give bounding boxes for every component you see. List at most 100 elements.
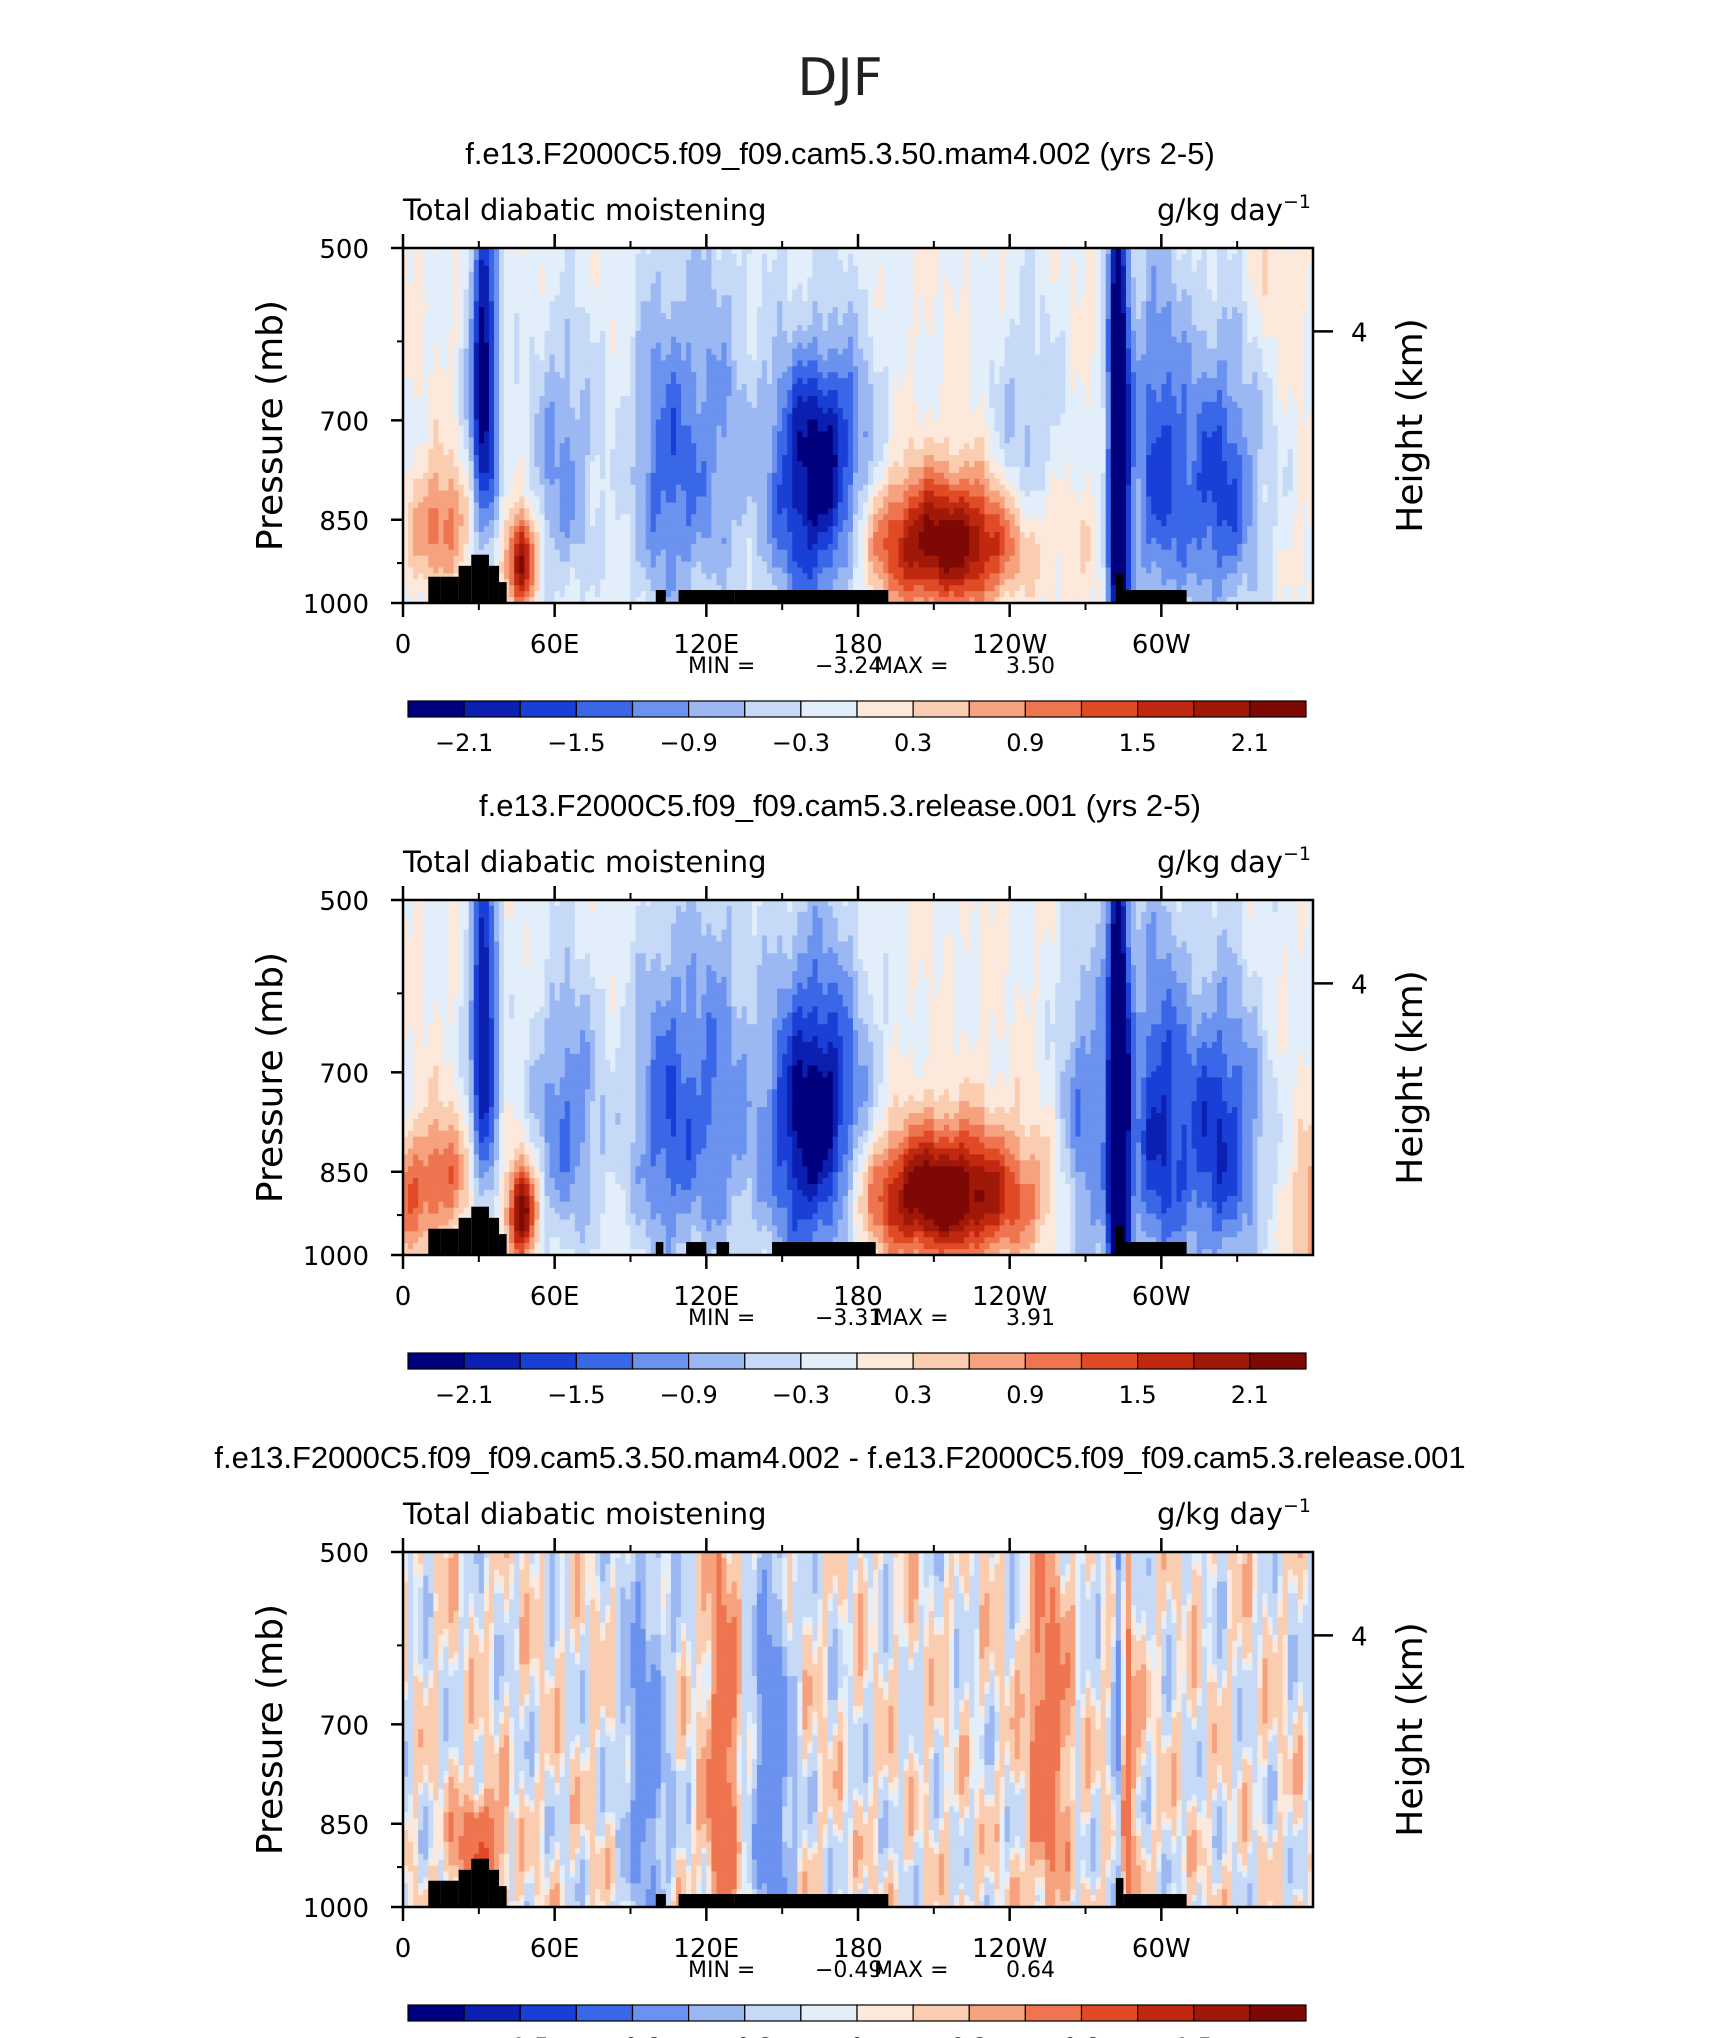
heatmap-cell — [898, 337, 904, 344]
heatmap-cell — [646, 396, 652, 403]
heatmap-cell — [565, 254, 571, 261]
heatmap-cell — [1247, 260, 1253, 267]
heatmap-cell — [802, 301, 808, 308]
heatmap-cell — [454, 396, 460, 403]
heatmap-cell — [590, 390, 596, 397]
heatmap-cell — [797, 266, 803, 273]
heatmap-cell — [620, 284, 626, 291]
heatmap-cell — [1035, 396, 1041, 403]
heatmap-cell — [969, 396, 975, 403]
heatmap-cell — [722, 366, 728, 373]
heatmap-cell — [848, 366, 854, 373]
heatmap-cell — [646, 254, 652, 261]
heatmap-cell — [954, 325, 960, 332]
heatmap-cell — [1106, 295, 1112, 302]
heatmap-cell — [636, 319, 642, 326]
heatmap-cell — [1197, 343, 1203, 350]
heatmap-cell — [514, 360, 520, 367]
heatmap-cell — [600, 366, 606, 373]
heatmap-cell — [954, 254, 960, 261]
heatmap-cell — [550, 384, 556, 391]
heatmap-cell — [898, 396, 904, 403]
heatmap-cell — [1086, 402, 1092, 409]
heatmap-cell — [620, 260, 626, 267]
heatmap-cell — [813, 390, 819, 397]
heatmap-cell — [843, 355, 849, 362]
heatmap-cell — [1298, 366, 1304, 373]
heatmap-cell — [575, 284, 581, 291]
heatmap-cell — [494, 408, 500, 415]
heatmap-cell — [1242, 366, 1248, 373]
heatmap-cell — [1020, 289, 1026, 296]
heatmap-cell — [904, 319, 910, 326]
heatmap-cell — [494, 366, 500, 373]
heatmap-cell — [1086, 337, 1092, 344]
heatmap-cell — [904, 331, 910, 338]
heatmap-cell — [752, 301, 758, 308]
heatmap-cell — [514, 343, 520, 350]
heatmap-cell — [1020, 384, 1026, 391]
heatmap-cell — [1141, 307, 1147, 314]
heatmap-cell — [1273, 337, 1279, 344]
heatmap-cell — [1070, 272, 1076, 279]
heatmap-cell — [944, 390, 950, 397]
heatmap-cell — [550, 372, 556, 379]
heatmap-cell — [1065, 343, 1071, 350]
heatmap-cell — [929, 408, 935, 415]
heatmap-cell — [620, 313, 626, 320]
heatmap-cell — [949, 307, 955, 314]
heatmap-cell — [641, 349, 647, 356]
heatmap-cell — [949, 360, 955, 367]
heatmap-cell — [1080, 319, 1086, 326]
heatmap-cell — [1293, 337, 1299, 344]
heatmap-cell — [1116, 390, 1122, 397]
heatmap-cell — [641, 360, 647, 367]
heatmap-cell — [666, 402, 672, 409]
heatmap-cell — [595, 372, 601, 379]
heatmap-cell — [818, 366, 824, 373]
heatmap-cell — [1303, 355, 1309, 362]
heatmap-cell — [893, 325, 899, 332]
heatmap-cell — [969, 384, 975, 391]
heatmap-cell — [878, 301, 884, 308]
heatmap-cell — [615, 307, 621, 314]
heatmap-cell — [651, 378, 657, 385]
heatmap-cell — [873, 384, 879, 391]
heatmap-cell — [681, 408, 687, 415]
heatmap-cell — [1060, 355, 1066, 362]
heatmap-cell — [1070, 372, 1076, 379]
heatmap-cell — [691, 343, 697, 350]
heatmap-cell — [1222, 284, 1228, 291]
heatmap-cell — [696, 319, 702, 326]
heatmap-cell — [1015, 272, 1021, 279]
heatmap-cell — [666, 272, 672, 279]
heatmap-cell — [413, 343, 419, 350]
heatmap-cell — [1005, 272, 1011, 279]
heatmap-cell — [792, 355, 798, 362]
heatmap-cell — [1070, 278, 1076, 285]
heatmap-cell — [454, 307, 460, 314]
heatmap-cell — [969, 366, 975, 373]
heatmap-cell — [418, 284, 424, 291]
heatmap-cell — [843, 396, 849, 403]
heatmap-cell — [1252, 384, 1258, 391]
heatmap-cell — [1166, 301, 1172, 308]
heatmap-cell — [671, 266, 677, 273]
heatmap-cell — [605, 295, 611, 302]
heatmap-cell — [701, 254, 707, 261]
heatmap-cell — [605, 278, 611, 285]
heatmap-cell — [727, 278, 733, 285]
heatmap-cell — [772, 343, 778, 350]
heatmap-cell — [1065, 266, 1071, 273]
heatmap-cell — [570, 331, 576, 338]
heatmap-cell — [661, 355, 667, 362]
heatmap-cell — [1227, 295, 1233, 302]
heatmap-cell — [989, 343, 995, 350]
heatmap-cell — [898, 366, 904, 373]
heatmap-cell — [1096, 301, 1102, 308]
heatmap-cell — [701, 295, 707, 302]
heatmap-cell — [752, 319, 758, 326]
heatmap-cell — [428, 272, 434, 279]
heatmap-cell — [1278, 325, 1284, 332]
